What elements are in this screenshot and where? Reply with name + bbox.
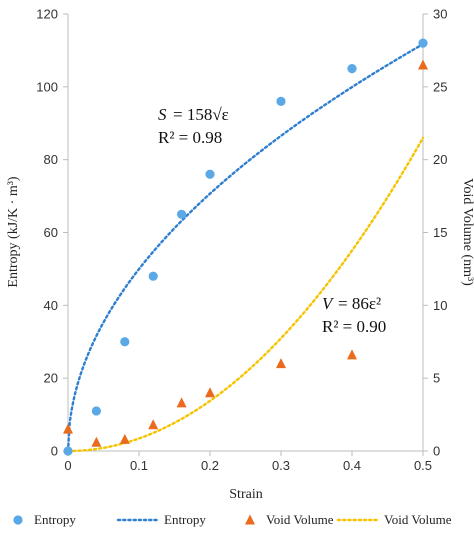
y-right-tick-label: 5 — [433, 371, 440, 386]
data-points — [63, 38, 428, 456]
void-equation-rhs: = 86ε² — [338, 294, 381, 313]
y-left-tick-label: 80 — [44, 152, 58, 167]
void-r-squared: R² = 0.90 — [322, 317, 386, 336]
legend-item: Void Volume — [245, 512, 334, 527]
y-left-tick-label: 0 — [51, 444, 58, 459]
entropy-point — [347, 64, 357, 74]
y-right-tick-label: 25 — [433, 79, 447, 94]
legend-marker-circle — [13, 515, 23, 525]
y-right-tick-label: 20 — [433, 152, 447, 167]
x-tick-label: 0.1 — [130, 458, 148, 473]
x-tick-label: 0.3 — [272, 458, 290, 473]
entropy-equation: S = 158√ε R² = 0.98 — [158, 105, 229, 147]
entropy-point — [63, 446, 73, 456]
entropy-point — [418, 38, 428, 48]
entropy-point — [91, 406, 101, 416]
void-volume-point — [148, 419, 159, 430]
y-left-tick-label: 40 — [44, 298, 58, 313]
x-tick-label: 0.4 — [343, 458, 361, 473]
void-equation-lhs: V — [322, 294, 335, 313]
void-volume-point — [418, 59, 428, 70]
legend-item: Entropy — [116, 512, 206, 527]
void-volume-point — [205, 387, 215, 398]
y-left-tick-label: 20 — [44, 371, 58, 386]
entropy-point — [276, 96, 286, 106]
legend: Entropy Entropy Void Volume Void Volume — [13, 512, 452, 527]
legend-label: Void Volume — [384, 512, 452, 527]
legend-marker-triangle — [245, 514, 255, 525]
void-volume-equation: V = 86ε² R² = 0.90 — [322, 294, 386, 336]
x-axis-title: Strain — [229, 487, 262, 502]
y-right-tick-label: 15 — [433, 225, 447, 240]
entropy-r-squared: R² = 0.98 — [158, 128, 222, 147]
legend-label: Void Volume — [266, 512, 334, 527]
y-left-axis-title: Entropy (kJ/K · m³) — [6, 176, 21, 287]
y-right-axis-title: Void Volume (nm³) — [460, 178, 474, 286]
y-right-tick-label: 10 — [433, 298, 447, 313]
tick-labels: 0 0.1 0.2 0.3 0.4 0.5020406080100120051015202… — [36, 7, 447, 474]
void-volume-point — [63, 423, 73, 434]
entropy-equation-lhs: S — [158, 105, 167, 124]
fit-curves — [66, 42, 425, 453]
y-left-tick-label: 100 — [36, 79, 58, 94]
entropy-fit-curve — [66, 42, 425, 453]
y-right-tick-label: 30 — [433, 7, 447, 22]
entropy-equation-rhs: = 158√ε — [173, 105, 229, 124]
void-volume-point — [347, 349, 357, 360]
void-volume-point — [276, 358, 286, 369]
x-tick-label: 0.2 — [201, 458, 219, 473]
void-volume-point — [119, 433, 130, 444]
legend-item: Void Volume — [336, 512, 452, 527]
y-left-tick-label: 60 — [44, 225, 58, 240]
entropy-point — [120, 337, 130, 347]
y-right-tick-label: 0 — [433, 444, 440, 459]
entropy-point — [205, 169, 215, 179]
legend-item: Entropy — [13, 512, 76, 527]
void-volume-point — [176, 397, 187, 408]
y-left-tick-label: 120 — [36, 7, 58, 22]
axes — [63, 13, 428, 456]
legend-label: Entropy — [34, 512, 76, 527]
void-volume-point — [91, 436, 102, 447]
entropy-point — [177, 209, 187, 219]
x-tick-label: 0.5 — [414, 458, 432, 473]
x-tick-label: 0 — [64, 458, 71, 473]
legend-label: Entropy — [164, 512, 206, 527]
entropy-point — [148, 271, 158, 281]
